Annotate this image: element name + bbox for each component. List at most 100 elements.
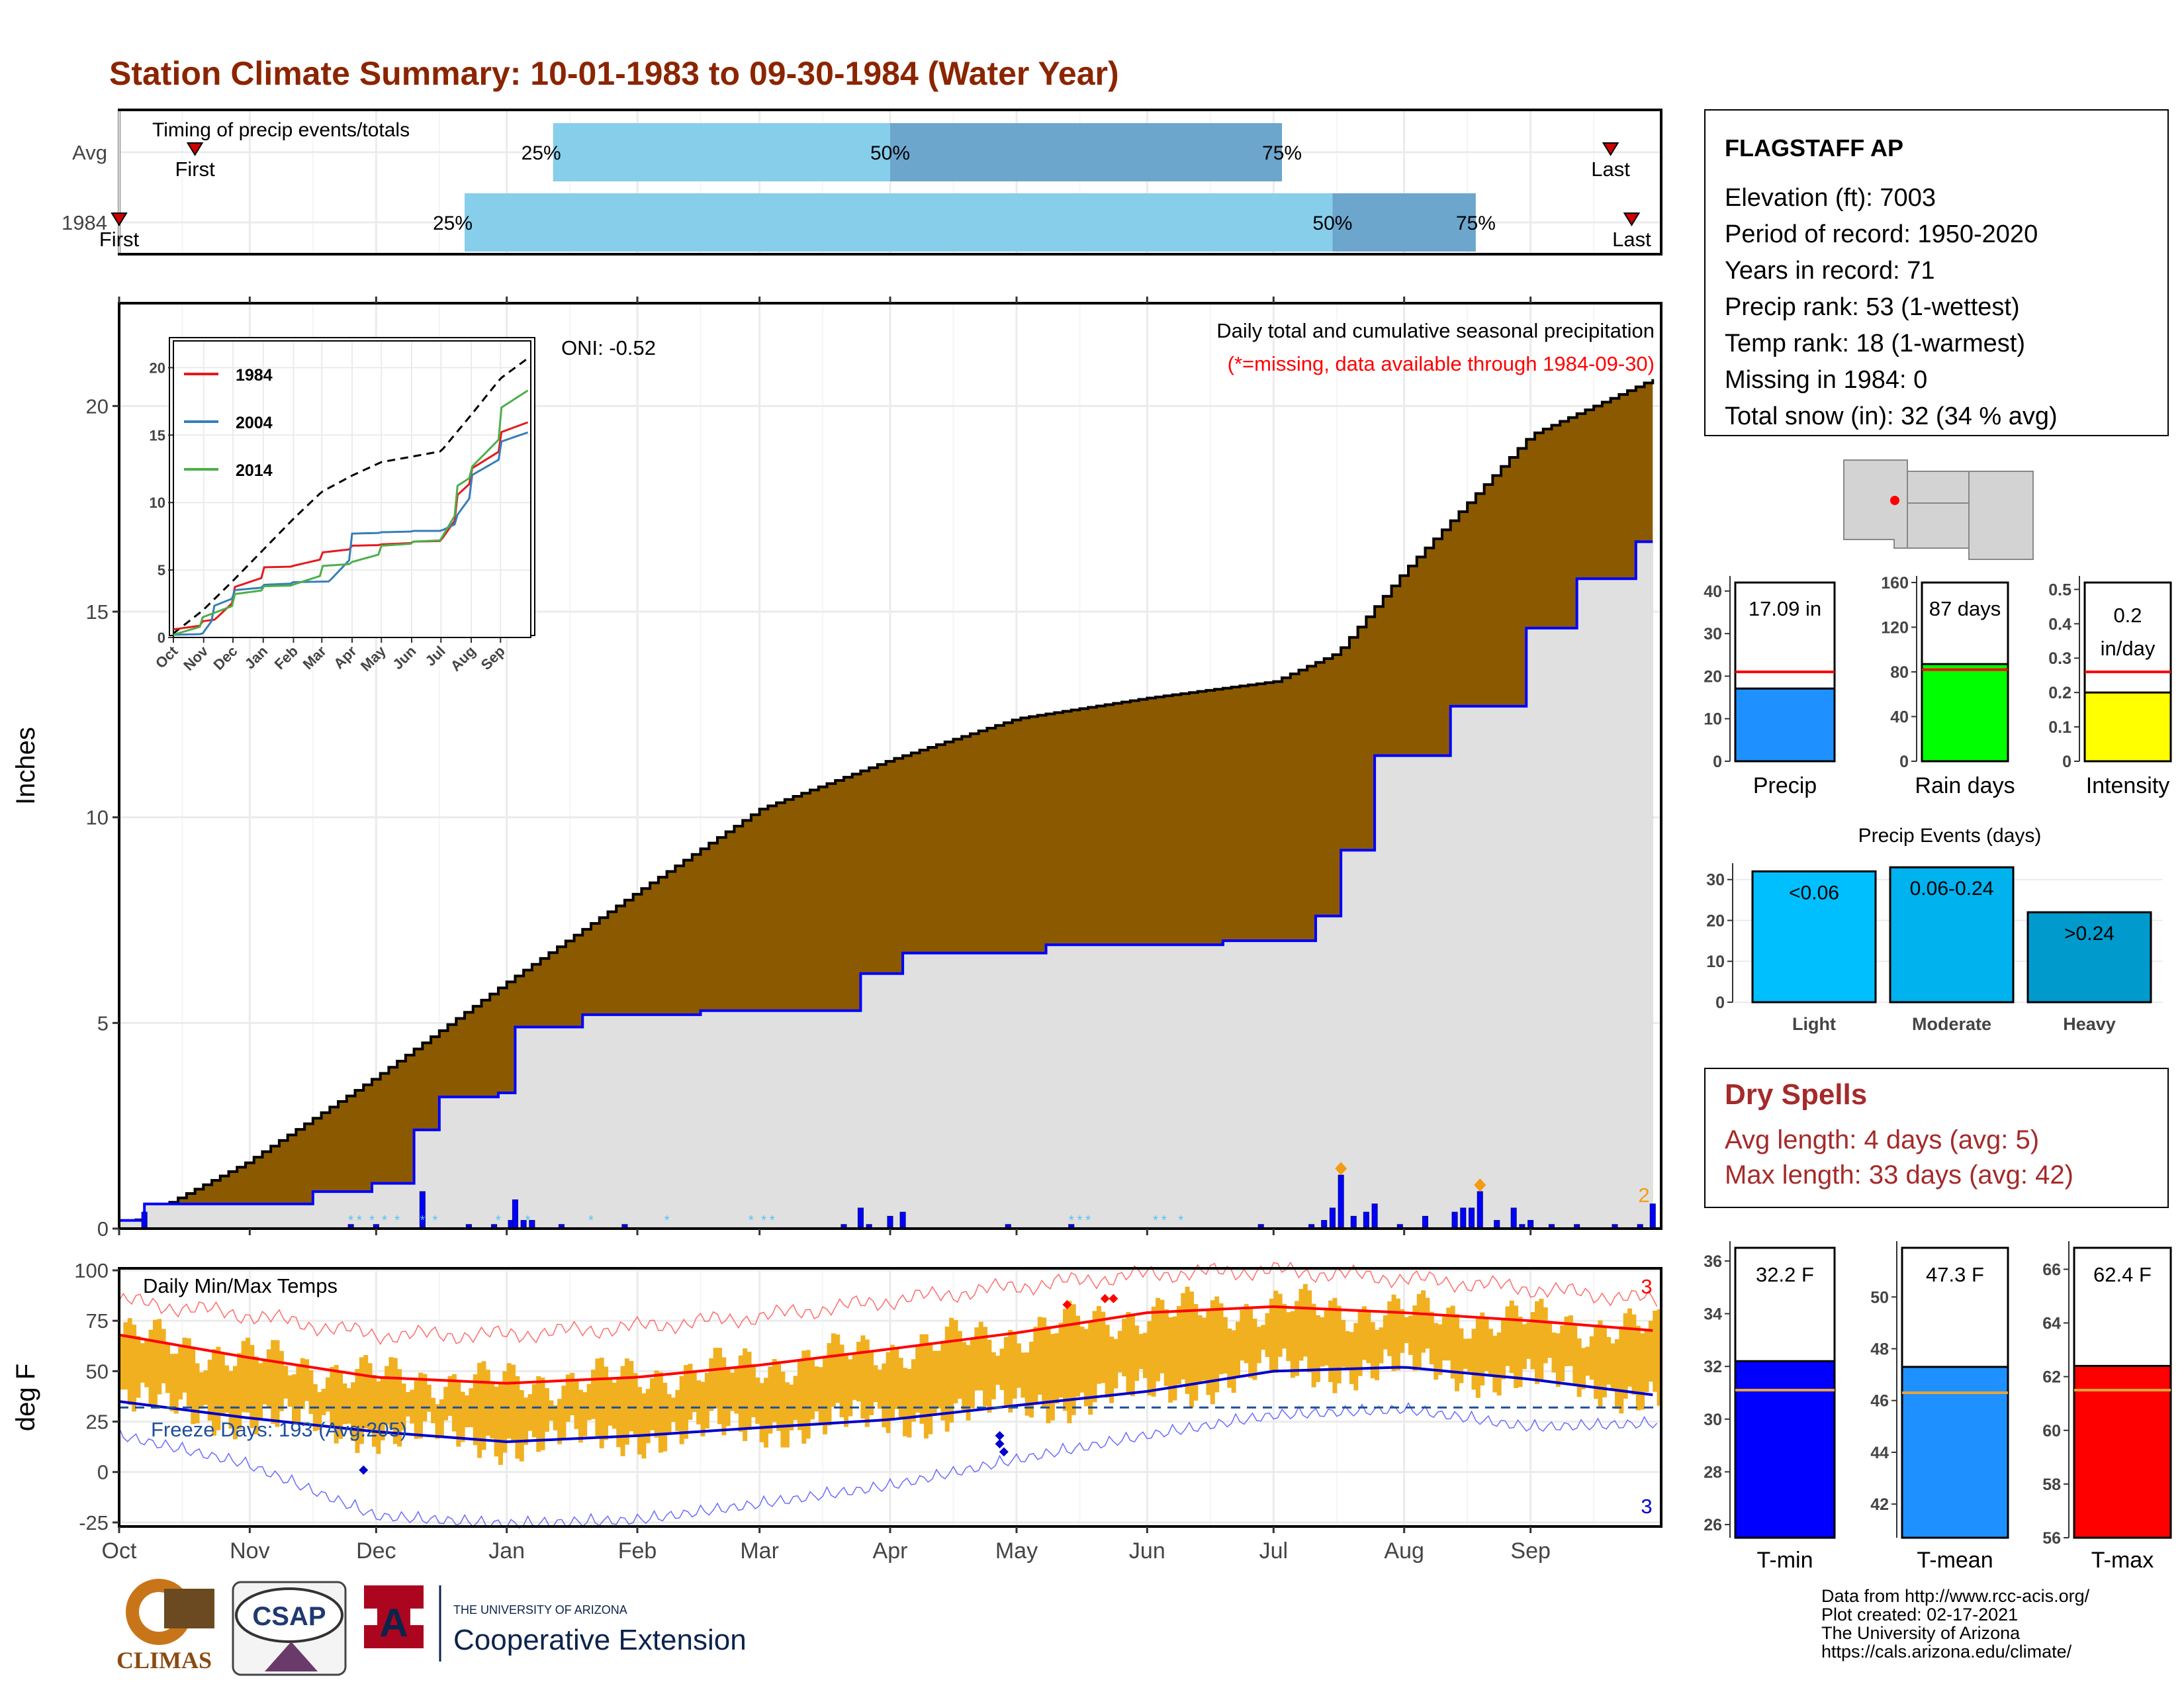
daily-temp-bar — [1193, 1304, 1199, 1401]
daily-temp-bar — [586, 1383, 592, 1421]
daily-temp-bar — [1315, 1315, 1320, 1382]
daily-temp-bar — [1324, 1309, 1329, 1366]
daily-temp-bar — [717, 1348, 722, 1425]
daily-temp-bar — [1256, 1327, 1261, 1364]
temp-y-tick-label: 0 — [97, 1461, 109, 1484]
timing-row-label-avg: Avg — [72, 141, 107, 164]
daily-temp-bar — [932, 1350, 937, 1416]
last-label: Last — [1612, 228, 1651, 251]
daily-temp-bar — [1185, 1286, 1190, 1394]
daily-temp-bar — [536, 1376, 541, 1452]
daily-temp-bar — [490, 1381, 495, 1439]
daily-temp-bar — [119, 1335, 124, 1390]
daily-temp-bar — [157, 1319, 162, 1395]
daily-temp-bar — [1576, 1338, 1582, 1397]
daily-temp-bar — [1375, 1329, 1380, 1381]
daily-temp-bar — [1172, 1316, 1177, 1401]
month-label: Oct — [102, 1538, 137, 1564]
precip-note: Daily total and cumulative seasonal prec… — [1216, 319, 1655, 342]
daily-temp-bar — [1054, 1333, 1060, 1404]
daily-temp-bar — [422, 1374, 428, 1422]
daily-temp-bar — [1433, 1323, 1439, 1380]
mini-y-tick-label: 48 — [1870, 1340, 1889, 1359]
daily-temp-bar — [1610, 1343, 1615, 1391]
daily-temp-bar — [1514, 1305, 1519, 1388]
temp-y-tick-label: 75 — [86, 1309, 109, 1333]
daily-temp-bar — [780, 1372, 786, 1448]
daily-temp-bar — [540, 1378, 545, 1450]
snow-marker: * — [420, 1213, 425, 1228]
ua-block-a-icon — [364, 1585, 424, 1648]
daily-temp-bar — [195, 1363, 200, 1424]
events-y-tick-label: 20 — [1706, 912, 1725, 930]
daily-temp-bar — [1248, 1308, 1253, 1378]
daily-temp-bar — [245, 1337, 250, 1413]
daily-temp-bar — [266, 1349, 271, 1408]
daily-temp-bar — [1589, 1336, 1594, 1380]
daily-temp-bar — [1295, 1301, 1300, 1376]
daily-temp-bar — [738, 1355, 743, 1432]
daily-temp-bar — [801, 1350, 807, 1444]
climas-logo: CLIMAS — [116, 1579, 214, 1673]
mini-bar-t-max — [2073, 1364, 2172, 1539]
daily-temp-bar — [645, 1389, 651, 1444]
mini-y-tick-label: 0 — [1713, 753, 1722, 771]
daily-precip-bar — [1329, 1207, 1336, 1229]
daily-temp-bar — [1560, 1325, 1565, 1382]
mini-bar-rain-days — [1921, 663, 2009, 763]
daily-temp-bar — [987, 1340, 992, 1413]
mini-y-tick-label: 44 — [1870, 1444, 1889, 1462]
daily-temp-bar — [165, 1343, 170, 1393]
mini-y-tick-label: 32 — [1704, 1358, 1722, 1376]
daily-temp-bar — [553, 1405, 558, 1430]
daily-temp-bar — [700, 1382, 705, 1436]
mini-y-tick-label: 0 — [2062, 753, 2071, 771]
daily-temp-bar — [1501, 1320, 1506, 1380]
daily-temp-bar — [519, 1390, 524, 1462]
daily-temp-bar — [1273, 1290, 1279, 1373]
daily-temp-bar — [557, 1399, 563, 1444]
daily-temp-bar — [1092, 1311, 1097, 1403]
daily-temp-bar — [1488, 1329, 1493, 1376]
daily-temp-bar — [1222, 1317, 1228, 1374]
daily-temp-bar — [317, 1391, 322, 1430]
daily-temp-bar — [1425, 1297, 1430, 1349]
daily-temp-bar — [182, 1337, 187, 1393]
last-event-marker — [1602, 142, 1619, 156]
daily-temp-bar — [1261, 1325, 1266, 1350]
daily-temp-bar — [1598, 1320, 1603, 1409]
daily-temp-bar — [1282, 1303, 1287, 1349]
daily-temp-bar — [1594, 1325, 1599, 1399]
daily-temp-bar — [944, 1327, 950, 1432]
temp-y-tick-label: 25 — [86, 1411, 109, 1434]
daily-temp-bar — [203, 1370, 208, 1405]
daily-precip-bar — [1422, 1215, 1428, 1229]
month-label: Jun — [1129, 1538, 1165, 1564]
precip-count-label: 2 — [1638, 1184, 1649, 1207]
daily-precip-bar — [1469, 1207, 1475, 1229]
footer-data-source: Data from http://www.rcc-acis.org/ — [1821, 1586, 2090, 1606]
temp-plot — [118, 1261, 1662, 1529]
daily-temp-bar — [1083, 1329, 1089, 1407]
daily-temp-bar — [1302, 1284, 1308, 1357]
daily-temp-bar — [271, 1340, 276, 1424]
daily-temp-bar — [355, 1369, 360, 1453]
daily-temp-bar — [262, 1360, 267, 1405]
daily-temp-bar — [228, 1371, 234, 1429]
daily-temp-bar — [823, 1357, 828, 1434]
daily-temp-bar — [1160, 1299, 1165, 1374]
normal-max-line — [118, 1305, 1653, 1385]
legend-label-1984: 1984 — [236, 366, 273, 385]
station-temp-rank: Temp rank: 18 (1-warmest) — [1725, 330, 2025, 357]
daily-temp-bar — [1008, 1330, 1013, 1413]
daily-temp-bar — [570, 1372, 575, 1416]
record-precip-marker — [1335, 1162, 1347, 1176]
daily-temp-bar — [666, 1394, 672, 1433]
daily-temp-bar — [431, 1397, 436, 1423]
daily-temp-bar — [1012, 1333, 1017, 1399]
freeze-days: Freeze Days: 193 (Avg:205) — [151, 1418, 407, 1441]
csap-logo: CSAP — [232, 1581, 347, 1676]
daily-precip-bar — [1451, 1211, 1458, 1229]
daily-temp-bar — [359, 1357, 364, 1444]
